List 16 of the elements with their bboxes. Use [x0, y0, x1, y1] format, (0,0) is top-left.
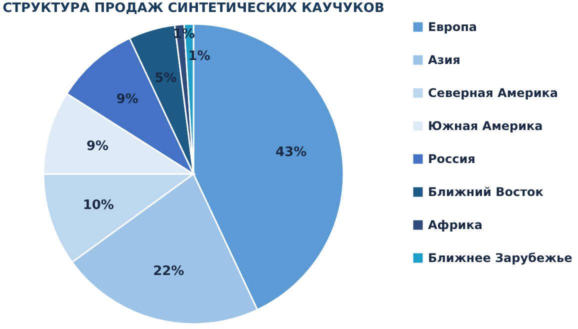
chart-title: СТРУКТУРА ПРОДАЖ СИНТЕТИЧЕСКИХ КАУЧУКОВ	[2, 1, 384, 16]
legend-label: Южная Америка	[428, 119, 543, 133]
data-label: 9%	[86, 139, 109, 154]
legend-label: Африка	[428, 218, 482, 232]
legend-label: Азия	[428, 53, 460, 67]
data-label: 22%	[153, 264, 184, 279]
legend-label: Северная Америка	[428, 86, 558, 100]
data-label: 43%	[276, 145, 307, 160]
data-label: 1%	[172, 27, 195, 42]
legend-label: Ближний Восток	[428, 185, 544, 199]
data-label: 10%	[82, 198, 114, 213]
legend-label: Ближнее Зарубежье	[428, 251, 572, 265]
legend-label: Россия	[428, 152, 476, 166]
data-label: 9%	[116, 92, 138, 107]
legend-label: Европа	[428, 20, 478, 34]
data-label: 5%	[154, 70, 177, 86]
